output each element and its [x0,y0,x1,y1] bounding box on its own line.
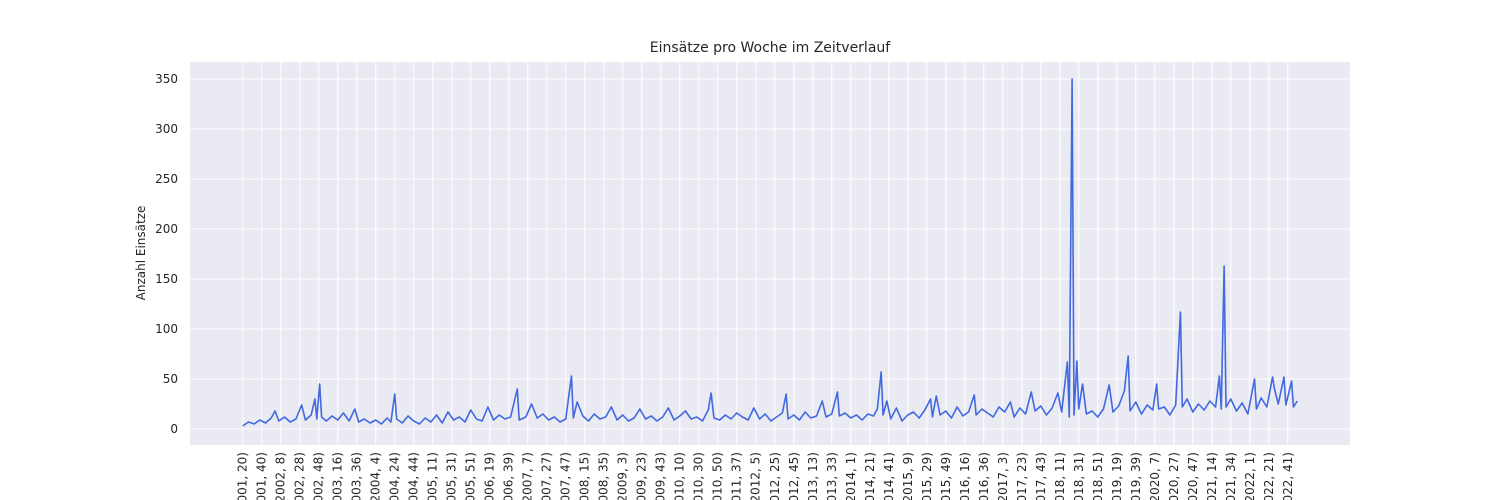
x-tick-label: (2007, 27) [540,452,554,500]
x-tick-label: (2009, 3) [616,452,630,500]
grid [190,62,1350,445]
x-tick-label: (2002, 8) [274,452,288,500]
x-tick-label: (2005, 31) [445,452,459,500]
y-tick-label: 200 [155,222,178,236]
x-tick-label: (2015, 49) [939,452,953,500]
x-tick-label: (2020, 27) [1167,452,1181,500]
x-tick-label: (2001, 20) [236,452,250,500]
x-tick-label: (2021, 34) [1224,452,1238,500]
x-tick-label: (2008, 35) [597,452,611,500]
y-tick-label: 0 [170,422,178,436]
x-tick-label: (2003, 16) [331,452,345,500]
x-tick-label: (2016, 16) [958,452,972,500]
x-tick-label: (2004, 24) [388,452,402,500]
x-tick-label: (2006, 19) [483,452,497,500]
x-tick-label: (2022, 41) [1281,452,1295,500]
y-tick-label: 50 [163,372,178,386]
x-tick-label: (2009, 23) [635,452,649,500]
x-tick-label: (2019, 39) [1129,452,1143,500]
x-tick-label: (2022, 1) [1243,452,1257,500]
chart-title: Einsätze pro Woche im Zeitverlauf [650,40,892,56]
x-tick-label: (2021, 14) [1205,452,1219,500]
x-tick-label: (2003, 36) [350,452,364,500]
x-tick-label: (2022, 21) [1262,452,1276,500]
x-tick-label: (2011, 37) [730,452,744,500]
x-tick-label: (2018, 31) [1072,452,1086,500]
y-tick-label: 250 [155,172,178,186]
y-tick-label: 350 [155,72,178,86]
x-tick-label: (2018, 51) [1091,452,1105,500]
x-tick-label: (2002, 28) [293,452,307,500]
x-tick-label: (2001, 40) [255,452,269,500]
x-tick-label: (2014, 1) [844,452,858,500]
x-tick-label: (2004, 4) [369,452,383,500]
x-tick-label: (2012, 5) [749,452,763,500]
y-axis-label: Anzahl Einsätze [134,206,148,301]
y-tick-label: 300 [155,122,178,136]
x-tick-label: (2014, 21) [863,452,877,500]
x-tick-label: (2007, 7) [521,452,535,500]
x-tick-label: (2019, 19) [1110,452,1124,500]
x-tick-label: (2015, 9) [901,452,915,500]
x-tick-label: (2004, 44) [407,452,421,500]
x-tick-label: (2020, 7) [1148,452,1162,500]
x-tick-label: (2010, 50) [711,452,725,500]
y-tick-label: 150 [155,272,178,286]
x-tick-label: (2009, 43) [654,452,668,500]
x-tick-label: (2005, 11) [426,452,440,500]
x-tick-label: (2014, 41) [882,452,896,500]
x-tick-label: (2012, 45) [787,452,801,500]
data-line [242,78,1298,427]
x-tick-label: (2007, 47) [559,452,573,500]
x-tick-label: (2018, 11) [1053,452,1067,500]
x-tick-label: (2005, 51) [464,452,478,500]
x-tick-label: (2020, 47) [1186,452,1200,500]
y-tick-label: 100 [155,322,178,336]
x-tick-label: (2013, 13) [806,452,820,500]
x-tick-label: (2010, 30) [692,452,706,500]
x-tick-label: (2017, 43) [1034,452,1048,500]
x-tick-label: (2017, 23) [1015,452,1029,500]
x-tick-label: (2008, 15) [578,452,592,500]
x-tick-label: (2016, 36) [977,452,991,500]
x-tick-label: (2002, 48) [312,452,326,500]
x-tick-label: (2010, 10) [673,452,687,500]
x-tick-label: (2012, 25) [768,452,782,500]
plot-area [190,62,1350,445]
x-tick-label: (2017, 3) [996,452,1010,500]
x-tick-label: (2013, 33) [825,452,839,500]
x-tick-label: (2006, 39) [502,452,516,500]
x-tick-label: (2015, 29) [920,452,934,500]
